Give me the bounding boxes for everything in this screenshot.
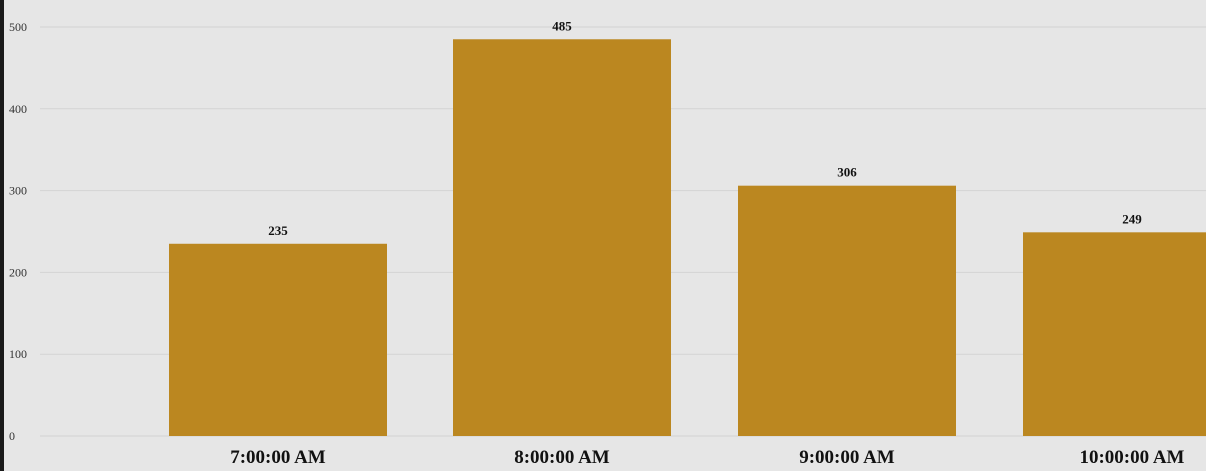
x-tick-label: 7:00:00 AM (230, 447, 326, 468)
y-tick-label: 500 (9, 20, 27, 34)
y-tick-label: 100 (9, 347, 27, 361)
x-tick-label: 10:00:00 AM (1079, 447, 1184, 468)
y-tick-label: 200 (9, 265, 27, 279)
data-label: 249 (1122, 211, 1142, 226)
data-label: 485 (552, 18, 572, 33)
bar (169, 243, 387, 436)
y-tick-label: 0 (9, 429, 15, 443)
data-label: 235 (268, 223, 288, 238)
x-tick-label: 9:00:00 AM (799, 447, 895, 468)
data-label: 306 (837, 165, 857, 180)
bars (169, 39, 1206, 437)
data-labels: 235 485 306 249 (268, 18, 1142, 238)
bar (738, 185, 956, 436)
y-tick-label: 400 (9, 102, 27, 116)
bar (1023, 232, 1206, 436)
x-axis-ticks: 7:00:00 AM 8:00:00 AM 9:00:00 AM 10:00:00 A… (230, 447, 1184, 468)
bar (453, 39, 671, 437)
y-tick-label: 300 (9, 184, 27, 198)
chart-left-border (0, 0, 4, 471)
y-axis-ticks: 0 100 200 300 400 500 (9, 20, 27, 443)
x-tick-label: 8:00:00 AM (514, 447, 610, 468)
